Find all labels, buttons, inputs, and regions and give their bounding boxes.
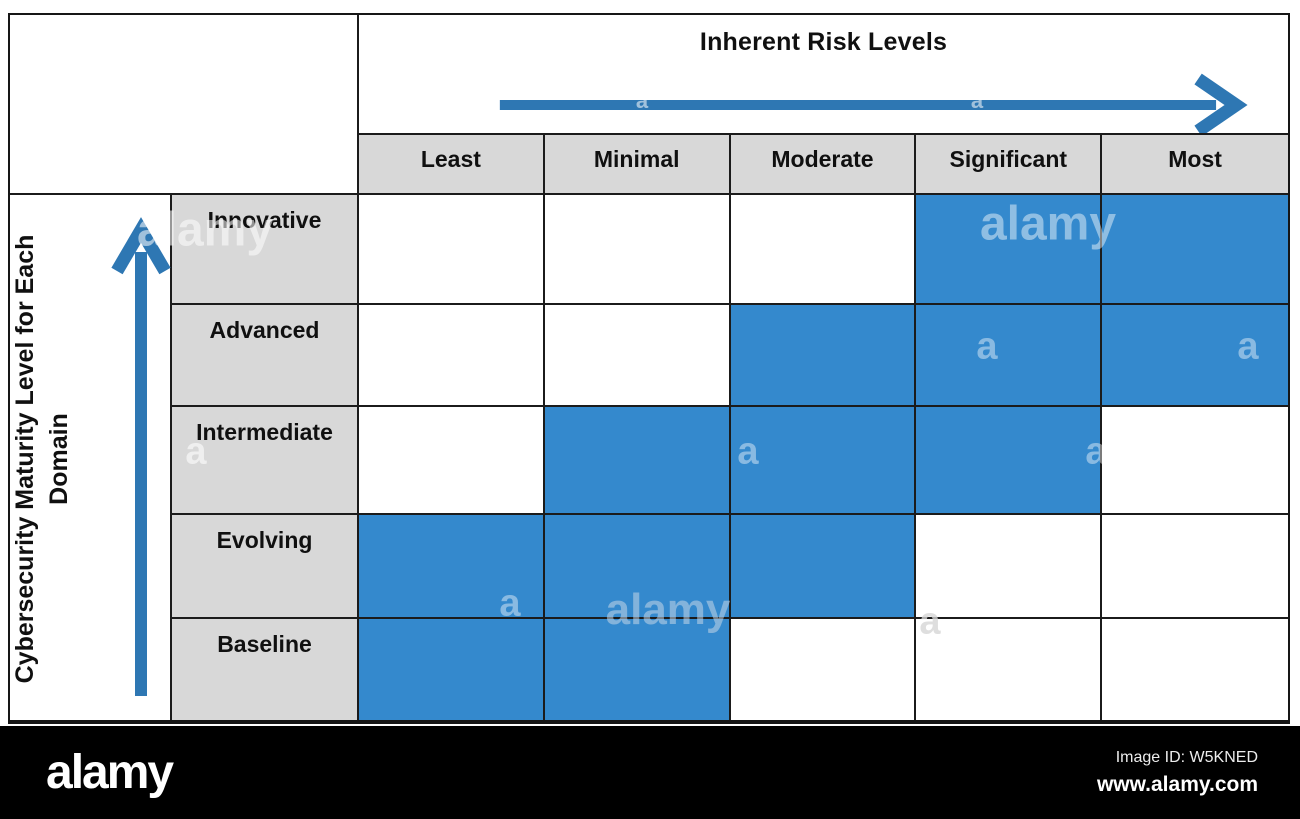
maturity-axis-zone: Cybersecurity Maturity Level for Each Do… [10, 195, 172, 720]
column-header-least: Least [359, 135, 545, 195]
matrix-cell-baseline-moderate [730, 619, 917, 720]
matrix-cell-baseline-least [359, 619, 545, 720]
column-header-most: Most [1102, 135, 1288, 195]
matrix-cell-advanced-least [359, 305, 545, 407]
maturity-arrow-icon [111, 217, 171, 696]
matrix-cell-evolving-minimal [544, 515, 731, 619]
matrix-cell-intermediate-moderate [730, 407, 917, 515]
footer-credit-info: Image ID: W5KNED www.alamy.com [1097, 749, 1258, 797]
matrix-cell-innovative-moderate [730, 195, 917, 305]
matrix-cell-intermediate-least [359, 407, 545, 515]
inherent-risk-title: Inherent Risk Levels [699, 28, 948, 56]
matrix-cell-innovative-minimal [544, 195, 731, 305]
matrix-cell-intermediate-minimal [544, 407, 731, 515]
matrix-cell-baseline-minimal [544, 619, 731, 720]
column-header-minimal: Minimal [544, 135, 731, 195]
row-label-advanced: Advanced [172, 305, 359, 407]
matrix-cell-evolving-most [1102, 515, 1288, 619]
column-header-significant: Significant [916, 135, 1103, 195]
matrix-cell-advanced-minimal [544, 305, 731, 407]
column-header-moderate: Moderate [730, 135, 917, 195]
matrix-cell-intermediate-significant [916, 407, 1103, 515]
matrix-cell-advanced-most [1102, 305, 1288, 407]
matrix-cell-baseline-significant [916, 619, 1103, 720]
risk-maturity-matrix: Inherent Risk Levels Least Minimal Moder… [8, 13, 1290, 724]
matrix-cell-advanced-moderate [730, 305, 917, 407]
inherent-risk-header-cell: Inherent Risk Levels [359, 15, 1288, 135]
row-label-intermediate: Intermediate [172, 407, 359, 515]
matrix-cell-innovative-significant [916, 195, 1103, 305]
matrix-cell-innovative-least [359, 195, 545, 305]
matrix-cell-innovative-most [1102, 195, 1288, 305]
inherent-risk-arrow-icon [499, 73, 1248, 133]
row-label-baseline: Baseline [172, 619, 359, 720]
row-label-evolving: Evolving [172, 515, 359, 619]
alamy-url-text: www.alamy.com [1096, 772, 1258, 796]
matrix-cell-evolving-significant [916, 515, 1103, 619]
matrix-cell-intermediate-most [1102, 407, 1288, 515]
footer-credit-bar: alamy Image ID: W5KNED www.alamy.com [0, 726, 1300, 819]
matrix-cell-evolving-least [359, 515, 545, 619]
image-id-text: Image ID: W5KNED [1115, 748, 1258, 766]
row-label-innovative: Innovative [172, 195, 359, 305]
matrix-cell-baseline-most [1102, 619, 1288, 720]
matrix-cell-evolving-moderate [730, 515, 917, 619]
matrix-cell-advanced-significant [916, 305, 1103, 407]
alamy-logo: alamy [46, 745, 174, 799]
corner-cell [10, 15, 359, 195]
